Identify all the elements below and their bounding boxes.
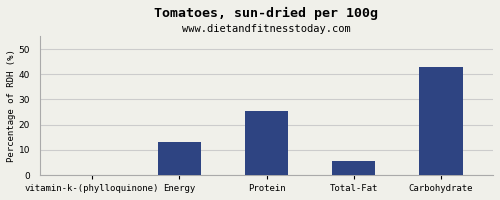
Bar — [244, 111, 288, 175]
Bar — [158, 142, 201, 175]
Title: Tomatoes, sun-dried per 100g: Tomatoes, sun-dried per 100g — [154, 7, 378, 20]
Bar — [419, 67, 463, 175]
Text: www.dietandfitnesstoday.com: www.dietandfitnesstoday.com — [182, 24, 351, 34]
Bar — [332, 161, 376, 175]
Y-axis label: Percentage of RDH (%): Percentage of RDH (%) — [7, 49, 16, 162]
